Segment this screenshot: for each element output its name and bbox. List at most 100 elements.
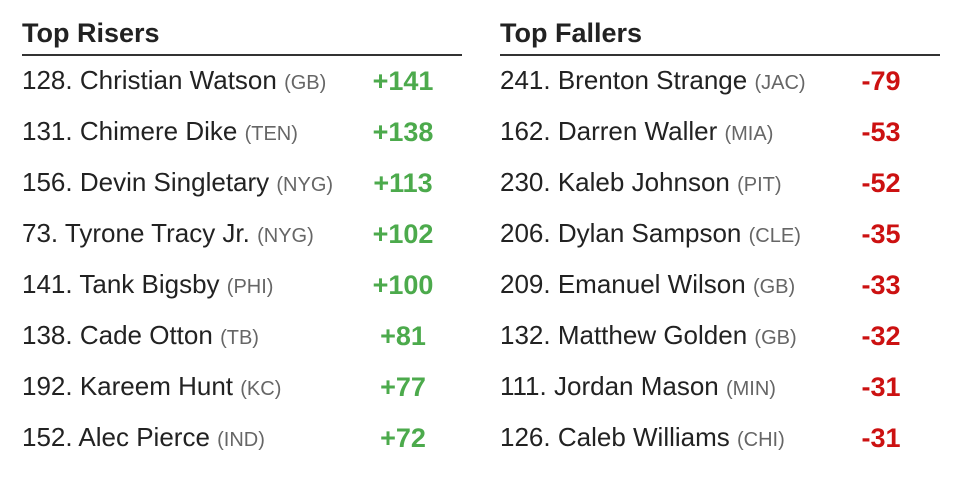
- rank-change: -52: [861, 168, 901, 198]
- rank: 73.: [22, 218, 59, 248]
- player-cell: 192. Kareem Hunt (KC): [22, 362, 372, 413]
- rank: 131.: [22, 116, 73, 146]
- player-row: 209. Emanuel Wilson (GB) -33: [500, 260, 940, 311]
- player-name: Chimere Dike: [79, 116, 238, 146]
- player-cell: 156. Devin Singletary (NYG): [22, 158, 372, 209]
- team: (GB): [284, 72, 327, 94]
- player-name: Darren Waller: [557, 116, 718, 146]
- team: (CLE): [748, 225, 801, 247]
- player-cell: 138. Cade Otton (TB): [22, 311, 372, 362]
- player-row: 156. Devin Singletary (NYG) +113: [22, 158, 462, 209]
- team: (JAC): [754, 72, 806, 94]
- player-name: Brenton Strange: [557, 65, 748, 95]
- player-name: Kaleb Johnson: [557, 167, 730, 197]
- rank-change: -31: [861, 372, 901, 402]
- team: (KC): [240, 378, 282, 400]
- player-row: 206. Dylan Sampson (CLE) -35: [500, 209, 940, 260]
- rank: 111.: [500, 371, 547, 401]
- rank: 241.: [500, 65, 551, 95]
- rank-change: +81: [380, 321, 426, 351]
- rank-change: +113: [373, 168, 433, 198]
- player-name: Devin Singletary: [79, 167, 270, 197]
- player-name: Christian Watson: [79, 65, 277, 95]
- player-cell: 126. Caleb Williams (CHI): [500, 413, 850, 464]
- player-cell: 206. Dylan Sampson (CLE): [500, 209, 850, 260]
- player-name: Tank Bigsby: [79, 269, 220, 299]
- player-row: 162. Darren Waller (MIA) -53: [500, 107, 940, 158]
- rank: 230.: [500, 167, 551, 197]
- rank: 126.: [500, 422, 551, 452]
- player-row: 152. Alec Pierce (IND) +72: [22, 413, 462, 464]
- team: (TB): [220, 327, 259, 349]
- rank-change: -79: [861, 66, 901, 96]
- player-cell: 230. Kaleb Johnson (PIT): [500, 158, 850, 209]
- player-cell: 209. Emanuel Wilson (GB): [500, 260, 850, 311]
- player-cell: 132. Matthew Golden (GB): [500, 311, 850, 362]
- rank: 138.: [22, 320, 73, 350]
- player-row: 138. Cade Otton (TB) +81: [22, 311, 462, 362]
- rank-change: -53: [861, 117, 901, 147]
- player-cell: 111. Jordan Mason (MIN): [500, 362, 850, 413]
- player-row: 73. Tyrone Tracy Jr. (NYG) +102: [22, 209, 462, 260]
- rank: 209.: [500, 269, 551, 299]
- rank-change: -33: [861, 270, 901, 300]
- team: (GB): [752, 276, 796, 298]
- player-row: 141. Tank Bigsby (PHI) +100: [22, 260, 462, 311]
- player-name: Matthew Golden: [557, 320, 748, 350]
- player-name: Cade Otton: [79, 320, 213, 350]
- rank: 162.: [500, 116, 551, 146]
- team: (MIN): [725, 378, 776, 400]
- player-row: 111. Jordan Mason (MIN) -31: [500, 362, 940, 413]
- rank: 132.: [500, 320, 551, 350]
- rank: 156.: [22, 167, 73, 197]
- team: (NYG): [257, 225, 314, 247]
- player-name: Caleb Williams: [557, 422, 730, 452]
- rank-change: +138: [372, 117, 434, 147]
- risers-panel: Top Risers 128. Christian Watson (GB) +14…: [22, 14, 462, 464]
- team: (PIT): [737, 174, 782, 196]
- rank-change: +102: [372, 219, 434, 249]
- player-name: Jordan Mason: [553, 371, 719, 401]
- player-row: 192. Kareem Hunt (KC) +77: [22, 362, 462, 413]
- rank-change: -35: [861, 219, 901, 249]
- team: (GB): [754, 327, 797, 349]
- rank-change: +72: [380, 423, 426, 453]
- team: (MIA): [724, 123, 774, 145]
- team: (IND): [217, 429, 265, 451]
- rank-change: -31: [861, 423, 901, 453]
- player-cell: 162. Darren Waller (MIA): [500, 107, 850, 158]
- rank: 128.: [22, 65, 73, 95]
- rank: 206.: [500, 218, 551, 248]
- team: (CHI): [737, 429, 785, 451]
- player-cell: 73. Tyrone Tracy Jr. (NYG): [22, 209, 372, 260]
- player-name: Emanuel Wilson: [557, 269, 746, 299]
- rank-change: +77: [380, 372, 426, 402]
- player-name: Kareem Hunt: [79, 371, 234, 401]
- player-cell: 131. Chimere Dike (TEN): [22, 107, 372, 158]
- player-cell: 128. Christian Watson (GB): [22, 56, 372, 107]
- player-row: 132. Matthew Golden (GB) -32: [500, 311, 940, 362]
- player-cell: 152. Alec Pierce (IND): [22, 413, 372, 464]
- rank-change: +100: [372, 270, 434, 300]
- rank: 192.: [22, 371, 73, 401]
- player-row: 241. Brenton Strange (JAC) -79: [500, 56, 940, 107]
- player-name: Tyrone Tracy Jr.: [64, 218, 250, 248]
- rank-change: +141: [372, 66, 434, 96]
- team: (TEN): [244, 123, 298, 145]
- player-row: 126. Caleb Williams (CHI) -31: [500, 413, 940, 464]
- player-row: 131. Chimere Dike (TEN) +138: [22, 107, 462, 158]
- rank: 141.: [22, 269, 73, 299]
- player-row: 230. Kaleb Johnson (PIT) -52: [500, 158, 940, 209]
- panel-title: Top Risers: [22, 14, 462, 56]
- player-name: Alec Pierce: [78, 422, 210, 452]
- player-cell: 141. Tank Bigsby (PHI): [22, 260, 372, 311]
- player-name: Dylan Sampson: [557, 218, 742, 248]
- panel-title: Top Fallers: [500, 14, 940, 56]
- team: (NYG): [276, 174, 334, 196]
- player-row: 128. Christian Watson (GB) +141: [22, 56, 462, 107]
- team: (PHI): [226, 276, 274, 298]
- rank: 152.: [22, 422, 73, 452]
- player-cell: 241. Brenton Strange (JAC): [500, 56, 850, 107]
- fallers-panel: Top Fallers 241. Brenton Strange (JAC) -7…: [500, 14, 940, 464]
